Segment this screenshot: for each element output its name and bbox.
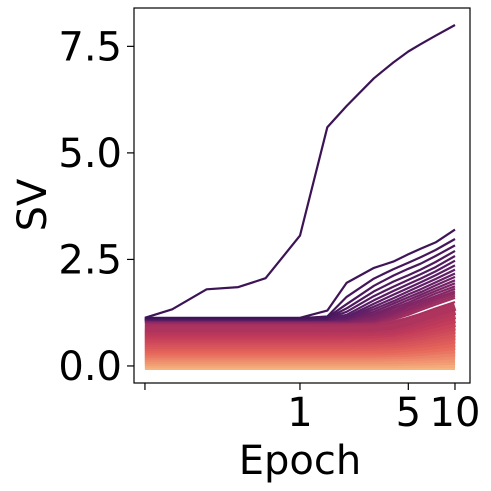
series-line: [144, 302, 457, 333]
x-axis-ticks: 1 5 10: [144, 383, 481, 436]
series-line: [144, 24, 456, 319]
x-axis-label: Epoch: [239, 438, 361, 484]
y-tick-label: 7.5: [58, 24, 122, 70]
x-tick-label: 5: [396, 390, 421, 436]
series-layer: [144, 24, 457, 370]
x-tick-label: 1: [287, 390, 312, 436]
y-axis-label: SV: [10, 178, 56, 231]
x-tick-label: 10: [430, 390, 481, 436]
y-tick-label: 0.0: [58, 344, 122, 390]
plot-frame: [133, 7, 471, 384]
y-tick-label: 5.0: [58, 131, 122, 177]
series-line: [144, 228, 456, 319]
y-axis-ticks: 0.0 2.5 5.0 7.5: [58, 24, 134, 390]
y-tick-label: 2.5: [58, 237, 122, 283]
series-line: [144, 300, 456, 327]
